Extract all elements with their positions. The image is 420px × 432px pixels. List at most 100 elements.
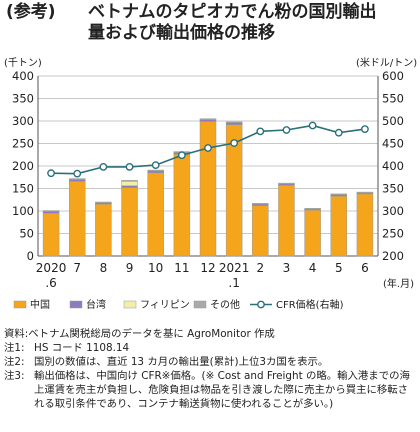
price-point [73, 169, 82, 178]
price-point [47, 169, 55, 178]
right-axis-label: (米ドル/トン) [356, 56, 417, 69]
x-tick-label: 2021 [219, 261, 250, 275]
bar-segment [199, 119, 217, 122]
bar-segment [147, 169, 164, 172]
notes: 資料:ベトナム関税総局のデータを基に AgroMonitor 作成 注1: HS … [4, 327, 418, 411]
bar-segment [68, 181, 86, 257]
bar-segment [304, 208, 321, 210]
bar-segment [147, 172, 164, 257]
x-tick-label: 10 [148, 261, 163, 275]
legend-label: その他 [210, 298, 240, 311]
x-tick-label: 11 [174, 261, 189, 275]
bar-segment [95, 201, 112, 204]
bar-segment [199, 118, 217, 120]
bar-segment [252, 203, 269, 205]
bar-segment [42, 211, 60, 214]
price-point [204, 144, 212, 152]
bar-segment [95, 204, 112, 257]
left-tick-label: 200 [12, 159, 34, 173]
legend-swatch [69, 300, 83, 309]
x-tick-label: 7 [73, 261, 81, 275]
bar-segment [278, 185, 295, 257]
price-point [308, 121, 317, 130]
x-tick-label: 3 [283, 261, 291, 275]
right-tick-label: 600 [382, 69, 404, 83]
note-source: 資料:ベトナム関税総局のデータを基に AgroMonitor 作成 [4, 328, 275, 340]
bar-segment [199, 121, 217, 257]
x-tick-label: 8 [100, 261, 108, 275]
legend-label: CFR価格(右軸) [276, 298, 344, 311]
bar-segment [147, 170, 164, 173]
legend-swatch [13, 300, 27, 309]
bar-segment [121, 180, 138, 182]
note-1: 注1: HS コード 1108.14 [4, 342, 130, 354]
note-3: 注3: 輸出価格は、中国向け CFR※価格。(※ Cost and Freight… [4, 370, 410, 410]
legend-line-marker [257, 300, 265, 309]
x-tick-sublabel: .6 [45, 276, 56, 290]
bar-segment [225, 121, 243, 124]
right-tick-label: 250 [382, 227, 404, 241]
bar-segment [68, 178, 86, 180]
x-tick-label: 6 [361, 261, 369, 275]
bar-segment [42, 213, 60, 257]
left-tick-label: 350 [12, 92, 34, 106]
right-tick-label: 200 [382, 249, 404, 263]
bar-segment [252, 205, 269, 257]
right-tick-label: 550 [382, 92, 404, 106]
title-line-2: 量および輸出価格の推移 [88, 23, 275, 43]
legend-label: フィリピン [140, 299, 190, 311]
right-tick-label: 400 [382, 159, 404, 173]
title-prefix: (参考) [6, 2, 56, 22]
legend-swatch [123, 300, 137, 309]
legend-label: 台湾 [86, 298, 106, 311]
note-2: 注2: 国別の数値は、直近 13 カ月の輸出量(累計)上位3カ国を表示。 [4, 356, 329, 368]
price-point [334, 128, 343, 137]
bar-segment [330, 195, 348, 257]
right-tick-label: 300 [382, 204, 404, 218]
left-tick-label: 400 [12, 69, 34, 83]
legend-swatch [193, 300, 207, 309]
price-point [230, 139, 239, 147]
left-tick-label: 0 [27, 249, 34, 263]
chart: (千トン) (米ドル/トン) 0 50 100 150 200 250 300 350 400 200… [4, 56, 417, 311]
bar-segment [330, 193, 348, 196]
x-tick-sublabel: .1 [228, 276, 239, 290]
x-unit-label: (年.月) [383, 277, 414, 290]
title-line-1: ベトナムのタピオカでん粉の国別輸出 [88, 2, 377, 22]
left-tick-label: 100 [12, 204, 34, 218]
price-point [256, 127, 265, 136]
left-tick-label: 50 [19, 227, 34, 241]
bar-segment [68, 179, 86, 182]
price-point [99, 162, 108, 171]
left-axis-label: (千トン) [4, 57, 42, 69]
bar-segment [121, 181, 138, 187]
bar-segment [356, 191, 374, 194]
left-tick-label: 300 [12, 114, 34, 128]
right-tick-label: 450 [382, 137, 404, 151]
price-point [361, 125, 369, 134]
right-tick-label: 350 [382, 182, 404, 196]
left-tick-label: 250 [12, 137, 34, 151]
price-point [177, 151, 186, 160]
bar-segment [304, 209, 321, 257]
x-tick-label: 9 [126, 261, 134, 275]
bar-segment [42, 210, 60, 212]
price-point [151, 161, 160, 170]
price-point [125, 162, 134, 171]
x-tick-label: 4 [309, 261, 317, 275]
legend-label: 中国 [30, 298, 50, 311]
x-tick-label: 12 [200, 261, 215, 275]
left-tick-label: 150 [12, 182, 34, 196]
right-tick-label: 500 [382, 114, 404, 128]
bar-segment [356, 193, 374, 257]
x-tick-label: 2020 [36, 261, 67, 275]
bar-segment [225, 122, 243, 125]
price-point [282, 126, 291, 134]
bar-segment [121, 187, 138, 257]
bar-segment [278, 182, 295, 185]
x-tick-label: 5 [335, 261, 343, 275]
bar-segment [121, 185, 138, 188]
x-tick-label: 2 [256, 261, 264, 275]
bar-segment [173, 154, 191, 257]
